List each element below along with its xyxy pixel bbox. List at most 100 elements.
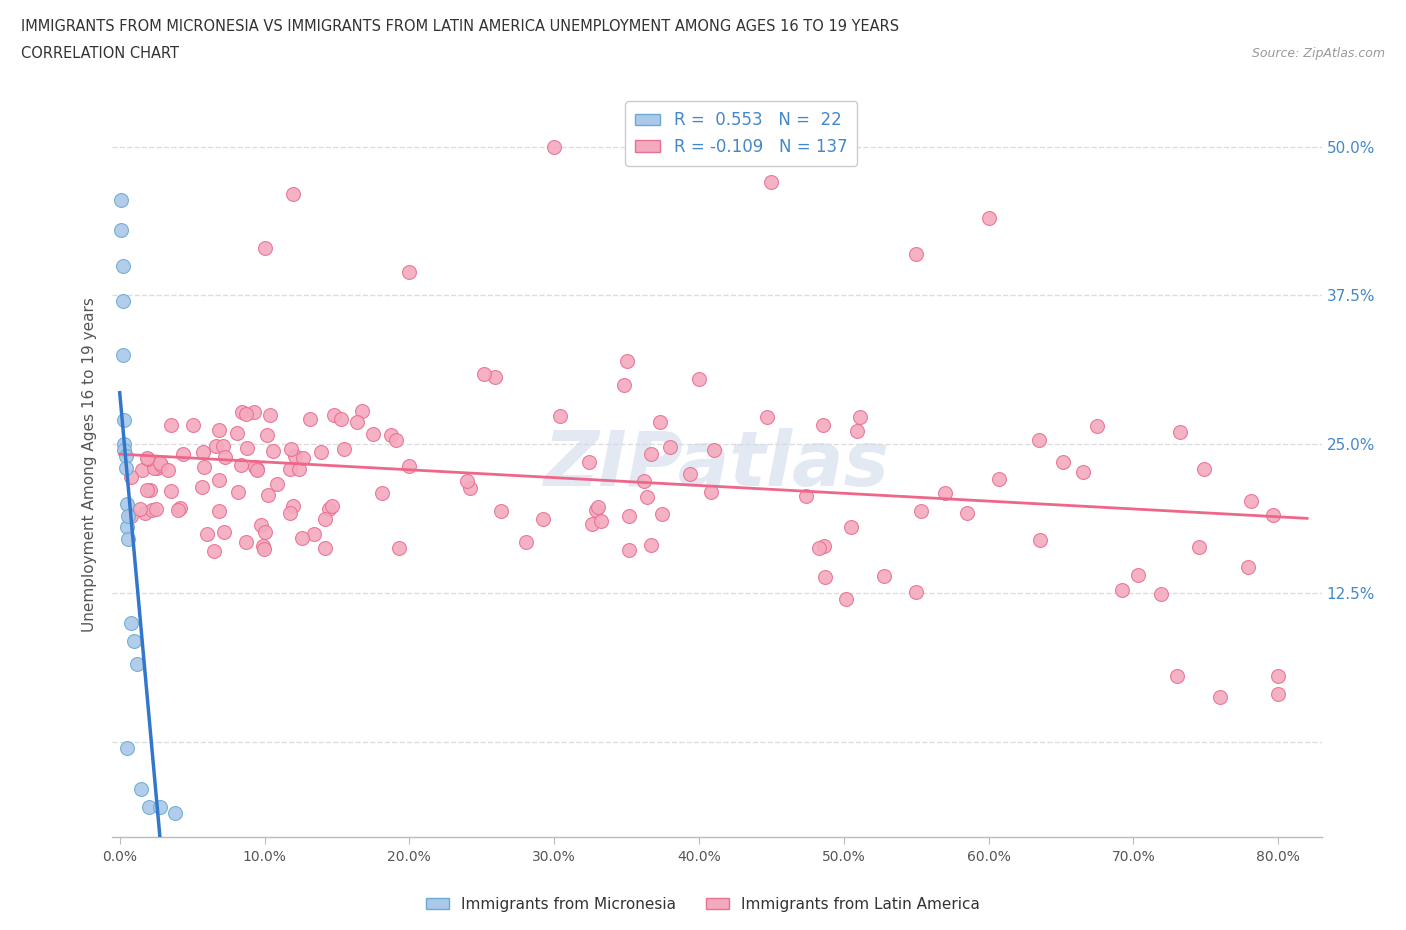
Point bbox=[278, 505, 301, 520]
Point bbox=[112, 443, 135, 458]
Point bbox=[242, 405, 264, 419]
Point bbox=[581, 517, 603, 532]
Point bbox=[616, 353, 638, 368]
Point bbox=[252, 538, 274, 553]
Point bbox=[111, 348, 134, 363]
Y-axis label: Unemployment Among Ages 16 to 19 years: Unemployment Among Ages 16 to 19 years bbox=[82, 298, 97, 632]
Point bbox=[956, 506, 979, 521]
Point bbox=[988, 472, 1011, 486]
Point bbox=[139, 483, 162, 498]
Point bbox=[191, 480, 214, 495]
Text: CORRELATION CHART: CORRELATION CHART bbox=[21, 46, 179, 61]
Point bbox=[1085, 418, 1108, 433]
Point bbox=[138, 800, 160, 815]
Point bbox=[1028, 532, 1050, 547]
Point bbox=[115, 497, 138, 512]
Point bbox=[160, 418, 183, 432]
Point bbox=[225, 425, 247, 440]
Point bbox=[114, 460, 136, 475]
Point bbox=[1236, 559, 1258, 574]
Point bbox=[346, 415, 368, 430]
Point bbox=[456, 474, 478, 489]
Point bbox=[235, 535, 257, 550]
Point bbox=[350, 404, 373, 418]
Point bbox=[636, 489, 658, 504]
Point bbox=[253, 541, 276, 556]
Point bbox=[700, 485, 723, 499]
Point bbox=[640, 447, 662, 462]
Point bbox=[1111, 583, 1133, 598]
Point bbox=[205, 438, 228, 453]
Point bbox=[873, 568, 896, 583]
Point bbox=[120, 469, 142, 484]
Point bbox=[214, 449, 236, 464]
Point bbox=[181, 418, 204, 432]
Point bbox=[1168, 424, 1191, 439]
Point bbox=[256, 428, 278, 443]
Point bbox=[136, 450, 159, 465]
Point bbox=[149, 456, 172, 471]
Legend: R =  0.553   N =  22, R = -0.109   N = 137: R = 0.553 N = 22, R = -0.109 N = 137 bbox=[626, 101, 858, 166]
Point bbox=[111, 259, 134, 273]
Point bbox=[288, 462, 311, 477]
Point bbox=[197, 527, 219, 542]
Point bbox=[531, 512, 554, 526]
Point bbox=[157, 462, 180, 477]
Point bbox=[246, 461, 269, 476]
Point bbox=[1052, 455, 1074, 470]
Point bbox=[658, 439, 681, 454]
Point bbox=[648, 415, 671, 430]
Point bbox=[1071, 464, 1094, 479]
Text: ZIPatlas: ZIPatlas bbox=[544, 428, 890, 502]
Point bbox=[112, 437, 135, 452]
Point bbox=[208, 472, 231, 487]
Point bbox=[250, 518, 273, 533]
Point bbox=[1150, 587, 1173, 602]
Point bbox=[291, 451, 314, 466]
Point bbox=[905, 246, 928, 261]
Point bbox=[117, 532, 139, 547]
Point bbox=[128, 501, 150, 516]
Point bbox=[202, 543, 225, 558]
Point bbox=[384, 432, 406, 447]
Point bbox=[280, 442, 302, 457]
Point bbox=[977, 210, 1000, 225]
Point bbox=[141, 502, 163, 517]
Point bbox=[484, 370, 506, 385]
Point bbox=[208, 503, 231, 518]
Point bbox=[617, 542, 640, 557]
Point bbox=[1209, 689, 1232, 704]
Point bbox=[259, 407, 281, 422]
Point bbox=[756, 410, 779, 425]
Point bbox=[1267, 669, 1289, 684]
Point bbox=[515, 534, 537, 549]
Point bbox=[245, 459, 267, 474]
Point bbox=[311, 445, 333, 459]
Point bbox=[131, 782, 153, 797]
Point bbox=[679, 467, 702, 482]
Point bbox=[280, 461, 302, 476]
Point bbox=[841, 520, 863, 535]
Point bbox=[253, 240, 276, 255]
Point bbox=[1128, 567, 1150, 582]
Point bbox=[231, 405, 253, 419]
Point bbox=[131, 463, 153, 478]
Point bbox=[110, 193, 132, 207]
Point bbox=[112, 413, 135, 428]
Point bbox=[110, 222, 132, 237]
Point bbox=[813, 569, 835, 584]
Point bbox=[111, 294, 134, 309]
Point bbox=[193, 445, 215, 459]
Point bbox=[253, 525, 276, 539]
Point bbox=[1261, 507, 1284, 522]
Point bbox=[122, 633, 145, 648]
Point bbox=[323, 407, 346, 422]
Point bbox=[163, 805, 186, 820]
Point bbox=[1188, 539, 1211, 554]
Point bbox=[398, 264, 420, 279]
Point bbox=[120, 509, 142, 524]
Point bbox=[489, 503, 512, 518]
Point bbox=[811, 418, 834, 432]
Point bbox=[380, 428, 402, 443]
Point bbox=[231, 458, 253, 472]
